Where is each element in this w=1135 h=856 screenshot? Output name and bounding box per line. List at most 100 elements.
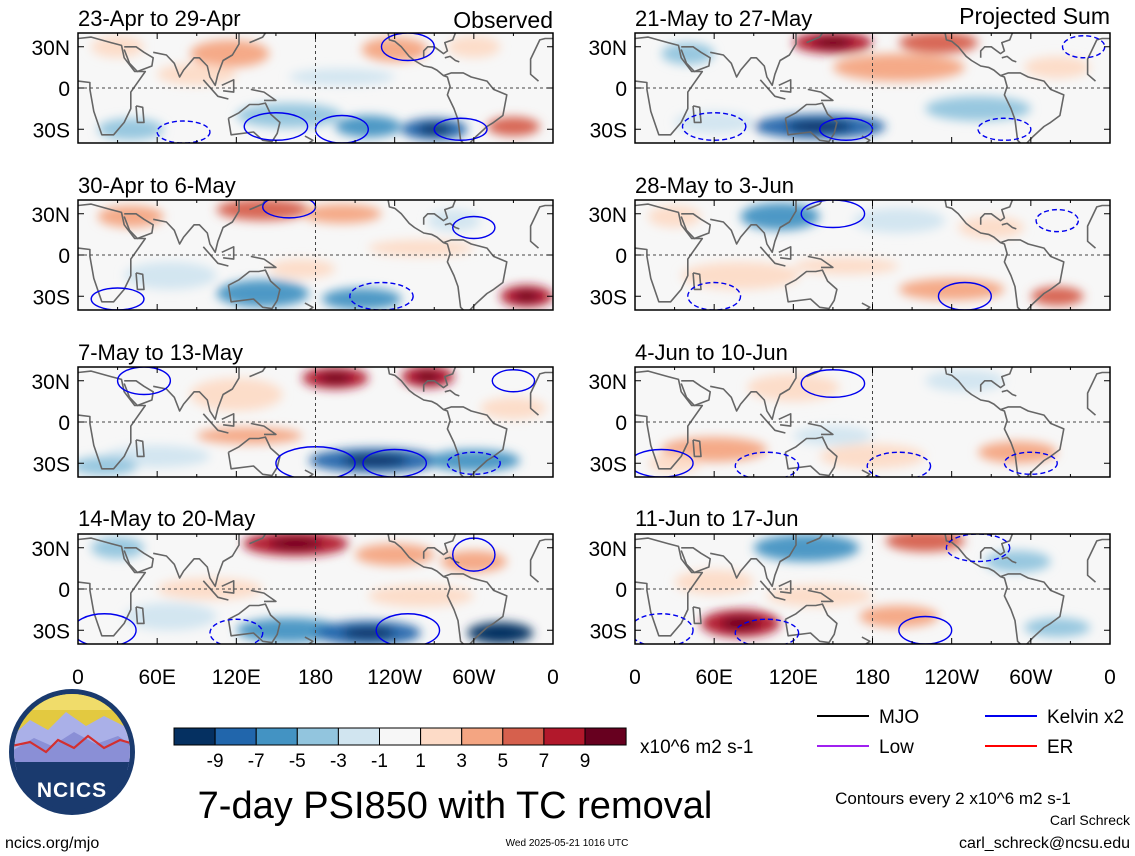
y-tick-label: 0 xyxy=(615,412,627,435)
colorbar-label: -5 xyxy=(289,751,306,772)
y-tick-label: 30S xyxy=(590,119,627,142)
anomaly-region xyxy=(898,33,979,54)
kelvin-contour xyxy=(156,120,211,143)
coastlines xyxy=(635,200,1110,310)
anomaly-core xyxy=(414,371,441,383)
anomaly-region xyxy=(368,584,474,607)
x-tick-label: 120E xyxy=(212,666,261,689)
kelvin-contour xyxy=(78,613,137,644)
x-tick-label: 0 xyxy=(629,666,641,689)
kelvin-contour xyxy=(687,281,742,310)
anomaly-region xyxy=(978,441,1058,464)
map-panel: 30N 0 30S 30-Apr to 6-May xyxy=(31,173,554,311)
colorbar-label: 9 xyxy=(580,751,591,772)
kelvin-contour xyxy=(209,618,264,644)
kelvin-contour xyxy=(380,33,435,62)
kelvin-contour xyxy=(734,451,800,477)
colorbar-label: -1 xyxy=(371,751,388,772)
ncics-logo: NCICS xyxy=(9,689,135,815)
anomaly-region xyxy=(1024,617,1091,638)
anomaly-region xyxy=(1024,56,1091,79)
legend: MJO Kelvin x2 Low ER xyxy=(817,707,1124,758)
legend-label: Low xyxy=(879,737,914,758)
x-tick-label: 60E xyxy=(138,666,175,689)
anomaly-region xyxy=(447,35,501,58)
colorbar-swatch xyxy=(337,727,380,746)
colorbar-units: x10^6 m2 s-1 xyxy=(640,737,753,758)
colorbar-swatch xyxy=(296,727,339,746)
colorbar: -9 -7 -5 -3 -1 1 3 5 7 9 xyxy=(173,727,627,772)
anomaly-region xyxy=(236,103,342,128)
colorbar-label: 7 xyxy=(539,751,550,772)
panel-date-range: 21-May to 27-May xyxy=(635,6,812,31)
anomaly-region xyxy=(190,378,283,411)
anomaly-region xyxy=(674,111,754,134)
anomaly-region xyxy=(925,369,1005,392)
anomaly-region xyxy=(747,373,840,402)
anomaly-core xyxy=(269,537,323,550)
anomaly-region xyxy=(440,550,507,573)
kelvin-contour xyxy=(866,451,932,477)
anomaly-field xyxy=(674,534,1091,638)
kelvin-contour xyxy=(90,287,145,310)
anomaly-region xyxy=(289,68,395,86)
y-tick-label: 0 xyxy=(615,579,627,602)
kelvin-contour xyxy=(1035,208,1080,233)
anomaly-region xyxy=(819,444,926,469)
y-tick-label: 30N xyxy=(31,204,70,227)
anomaly-region xyxy=(322,288,402,310)
anomaly-region xyxy=(885,534,965,552)
kelvin-contour xyxy=(349,281,414,310)
kelvin-contour xyxy=(937,281,992,310)
anomaly-region xyxy=(984,550,1051,573)
panel-date-range: 28-May to 3-Jun xyxy=(635,173,794,198)
site-link[interactable]: ncics.org/mjo xyxy=(5,835,99,852)
anomaly-region xyxy=(427,449,521,472)
anomaly-core xyxy=(813,37,853,49)
map-panel: 30N 0 30S 21-May to 27-May xyxy=(588,6,1111,144)
y-tick-label: 30N xyxy=(31,371,70,394)
author-email[interactable]: carl_schreck@ncsu.edu xyxy=(959,835,1130,852)
y-tick-label: 30S xyxy=(33,620,70,643)
anomaly-core xyxy=(341,454,408,467)
main-title: 7-day PSI850 with TC removal xyxy=(198,785,713,827)
y-tick-label: 30N xyxy=(588,204,627,227)
kelvin-contour xyxy=(1003,451,1058,475)
kelvin-contour xyxy=(635,613,694,644)
anomaly-field xyxy=(78,367,547,476)
map-panel: 30N 0 30S 14-May to 20-May xyxy=(31,506,554,645)
anomaly-region xyxy=(753,534,860,562)
author-name: Carl Schreck xyxy=(1050,812,1131,828)
projected-header: Projected Sum xyxy=(959,3,1110,29)
coastlines xyxy=(78,200,553,310)
panel-grid: 30N 0 30S 23-Apr to 29-Apr 30N 0 30S 30-Apr to … xyxy=(31,6,1111,645)
y-tick-label: 30S xyxy=(33,119,70,142)
colorbar-swatch xyxy=(255,727,298,746)
kelvin-contour xyxy=(446,451,501,475)
colorbar-swatch xyxy=(461,727,504,746)
kelvin-contour xyxy=(375,613,441,644)
y-tick-label: 0 xyxy=(615,245,627,268)
anomaly-region xyxy=(793,426,873,446)
anomaly-core xyxy=(341,626,395,640)
kelvin-contour xyxy=(734,618,800,644)
kelvin-contour xyxy=(977,117,1032,141)
anomaly-core xyxy=(720,616,761,631)
anomaly-region xyxy=(196,427,303,444)
coastlines xyxy=(78,534,553,644)
y-tick-label: 30S xyxy=(33,286,70,309)
coastlines xyxy=(78,367,553,477)
anomaly-region xyxy=(190,39,270,68)
map-panel: 30N 0 30S 4-Jun to 10-Jun xyxy=(588,340,1111,478)
x-tick-label: 0 xyxy=(72,666,84,689)
x-tick-label: 0 xyxy=(547,666,559,689)
colorbar-swatch xyxy=(379,727,422,746)
panel-date-range: 23-Apr to 29-Apr xyxy=(78,6,241,31)
colorbar-swatch xyxy=(584,727,627,746)
legend-label: ER xyxy=(1047,737,1073,758)
map-panel: 30N 0 30S 7-May to 13-May xyxy=(31,340,554,478)
panel-date-range: 11-Jun to 17-Jun xyxy=(635,506,798,531)
x-tick-label: 120E xyxy=(769,666,818,689)
anomaly-region xyxy=(355,543,435,566)
